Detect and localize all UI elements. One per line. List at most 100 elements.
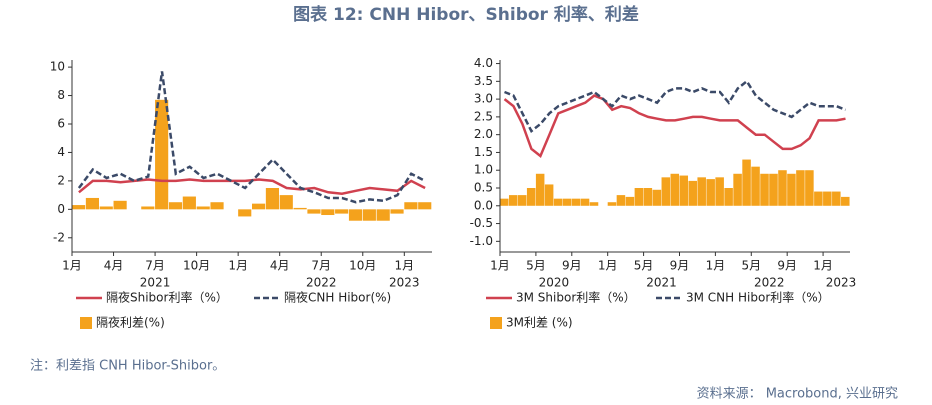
spread-bar (265, 188, 279, 210)
spread-bar (535, 173, 545, 206)
spread-bar (832, 191, 841, 206)
x-tick-label: 1月 (813, 259, 833, 273)
y-tick-label: 0 (57, 202, 65, 216)
y-tick-label: 3.5 (474, 74, 493, 88)
y-tick-label: -1.0 (470, 234, 493, 248)
spread-bar (307, 209, 321, 214)
spread-bar (321, 209, 335, 216)
spread-bar (293, 207, 307, 210)
legend-label: 隔夜利差(%) (96, 315, 165, 330)
spread-bar (210, 202, 224, 210)
spread-bar (733, 173, 742, 206)
y-tick-label: 1.5 (474, 145, 493, 159)
spread-bar (500, 198, 509, 206)
year-label: 2023 (389, 276, 420, 290)
spread-bar (279, 195, 293, 210)
legend-swatch (80, 317, 92, 329)
spread-bar (697, 177, 706, 206)
x-tick-label: 7月 (145, 259, 165, 273)
x-tick-label: 10月 (183, 259, 210, 273)
x-tick-label: 10月 (349, 259, 376, 273)
year-label: 2022 (306, 276, 337, 290)
spread-bar (168, 202, 183, 210)
year-label: 2020 (539, 276, 570, 290)
note: 注：利差指 CNH Hibor-Shibor。 (30, 359, 225, 374)
legend-label: 隔夜Shibor利率（%） (106, 290, 228, 305)
legend-label: 3M CNH Hibor利率（%） (686, 290, 830, 305)
spread-bar (390, 209, 404, 214)
spread-bar (652, 189, 662, 206)
y-tick-label: 4 (57, 145, 65, 159)
spread-bar (715, 177, 724, 206)
spread-bar (823, 191, 832, 206)
y-tick-label: 8 (57, 88, 65, 102)
spread-bar (778, 170, 787, 206)
y-tick-label: 2.0 (474, 127, 493, 141)
spread-bar (724, 188, 733, 206)
legend-label: 隔夜CNH Hibor(%) (284, 290, 391, 305)
spread-bar (787, 173, 796, 206)
x-tick-label: 1月 (706, 259, 726, 273)
x-tick-label: 4月 (270, 259, 290, 273)
spread-bar (571, 198, 581, 206)
spread-bar (85, 197, 99, 210)
x-tick-label: 1月 (490, 259, 510, 273)
y-tick-label: 1.0 (474, 163, 493, 177)
rate-line (503, 94, 846, 158)
y-tick-label: 3.0 (474, 92, 493, 106)
spread-bar (182, 196, 196, 210)
spread-bar (742, 159, 751, 206)
x-tick-label: 9月 (670, 259, 690, 273)
spread-bar (814, 191, 823, 206)
x-tick-label: 1月 (228, 259, 248, 273)
spread-bar (562, 198, 572, 206)
spread-bar (643, 188, 653, 206)
spread-bar (607, 202, 617, 206)
spread-bar (661, 177, 671, 206)
y-tick-label: -0.5 (470, 216, 493, 230)
spread-bar (805, 170, 814, 206)
spread-bar (634, 188, 644, 206)
spread-bar (841, 196, 850, 206)
y-tick-label: 6 (57, 117, 65, 131)
x-tick-label: 9月 (562, 259, 582, 273)
spread-bar (238, 209, 252, 217)
spread-bar (769, 173, 778, 206)
rate-line (504, 79, 846, 134)
spread-bar (141, 206, 155, 210)
rate-line (77, 71, 426, 204)
y-tick-label: 2 (57, 173, 65, 187)
year-label: 2021 (140, 276, 171, 290)
spread-bar (113, 200, 127, 210)
spread-bar (72, 205, 86, 210)
spread-bar (796, 170, 805, 206)
spread-bar (589, 202, 599, 206)
year-label: 2023 (826, 276, 857, 290)
y-tick-label: 4.0 (474, 56, 493, 70)
source: 资料来源： Macrobond, 兴业研究 (697, 387, 898, 402)
spread-bar (348, 209, 363, 221)
spread-bar (362, 209, 376, 221)
legend-label: 3M利差 (%) (506, 316, 573, 330)
x-tick-label: 5月 (634, 259, 654, 273)
spread-bar (508, 195, 518, 206)
spread-bar (544, 184, 554, 206)
spread-bar (760, 173, 769, 206)
x-tick-label: 4月 (104, 259, 124, 273)
spread-bar (517, 195, 527, 206)
spread-bar (404, 202, 418, 210)
spread-bar (252, 203, 266, 210)
spread-bar (418, 202, 432, 210)
spread-bar (670, 173, 680, 206)
year-label: 2022 (754, 276, 785, 290)
y-tick-label: -2 (53, 230, 65, 244)
x-tick-label: 5月 (741, 259, 761, 273)
x-tick-label: 9月 (777, 259, 797, 273)
spread-bar (196, 206, 210, 210)
x-tick-label: 7月 (311, 259, 331, 273)
x-tick-label: 5月 (526, 259, 546, 273)
y-tick-label: 10 (50, 60, 65, 74)
x-tick-label: 1月 (598, 259, 618, 273)
x-tick-label: 1月 (62, 259, 82, 273)
